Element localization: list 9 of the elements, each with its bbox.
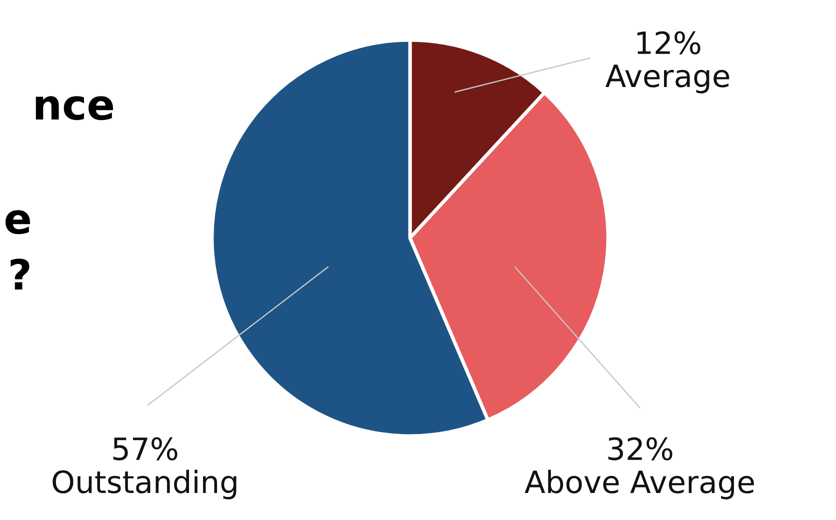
data-label: 12% [637, 31, 700, 54]
data-label: 57% [113, 437, 178, 460]
text: e [6, 210, 30, 234]
text: ? [10, 258, 30, 290]
slice-label: Outstanding [52, 470, 236, 500]
text: nce [36, 96, 113, 120]
slice-label: Average [606, 64, 730, 94]
data-label: 32% [608, 437, 672, 460]
slice-label: Above Average [524, 470, 754, 500]
